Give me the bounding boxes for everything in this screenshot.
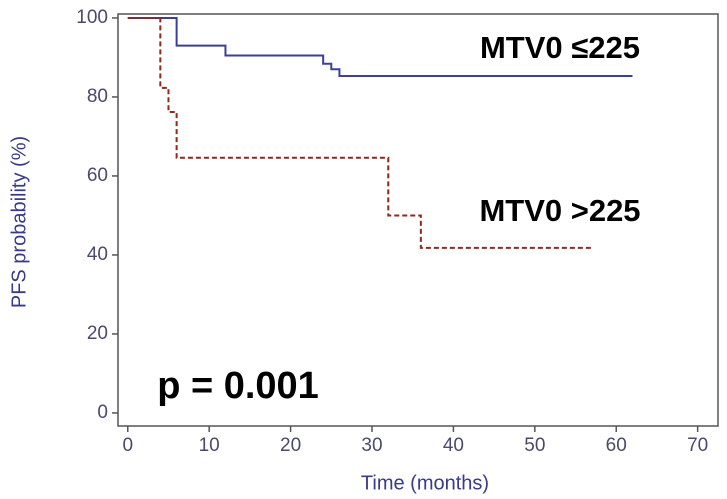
- x-tick-label: 0: [122, 435, 133, 456]
- y-tick-label: 100: [76, 7, 108, 28]
- x-tick-label: 20: [280, 435, 301, 456]
- x-tick-label: 70: [687, 435, 708, 456]
- x-tick-label: 60: [606, 435, 627, 456]
- x-tick-label: 40: [443, 435, 464, 456]
- x-tick-label: 10: [199, 435, 220, 456]
- y-tick-label: 20: [87, 323, 108, 344]
- y-tick-label: 80: [87, 86, 108, 107]
- survival-curve: [127, 16, 592, 249]
- plot-frame: [117, 13, 719, 427]
- y-tick-label: 60: [87, 165, 108, 186]
- series-label: MTV0 ≤225: [480, 30, 640, 65]
- x-tick-label: 30: [361, 435, 382, 456]
- series-label: MTV0 >225: [479, 193, 640, 228]
- x-tick-label: 50: [524, 435, 545, 456]
- x-axis-label: Time (months): [361, 472, 489, 494]
- y-axis-label: PFS probability (%): [8, 136, 30, 308]
- survival-curve: [127, 16, 633, 78]
- y-tick-label: 40: [87, 244, 108, 265]
- p-value: p = 0.001: [157, 365, 319, 407]
- y-tick-label: 0: [97, 402, 108, 423]
